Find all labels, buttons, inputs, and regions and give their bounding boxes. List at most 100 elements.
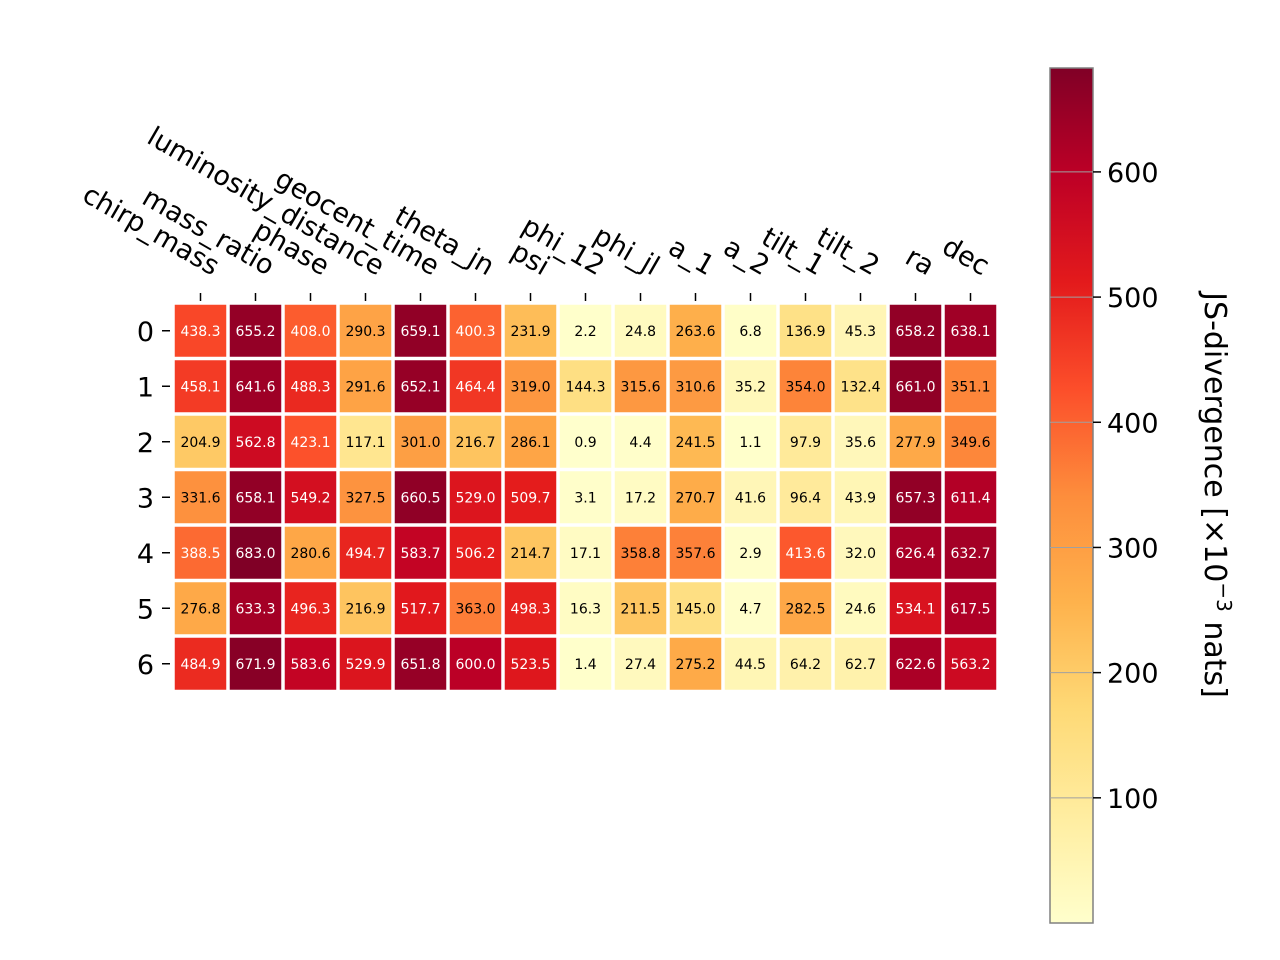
heatmap-cell [669,415,722,468]
cell-value-label: 16.3 [570,601,601,617]
row-tick-label: 3 [137,483,154,514]
cell-value-label: 400.3 [455,324,495,340]
cell-value-label: 622.6 [895,657,935,673]
heatmap-cell [229,637,282,690]
cell-value-label: 2.2 [574,324,596,340]
cell-value-label: 563.2 [950,657,990,673]
cell-value-label: 43.9 [845,490,876,506]
row-tick-label: 4 [137,539,154,570]
heatmap-cells: 438.3 655.2 408.0 290.3 659.1 400.3 231.9 2.2 24… [174,304,997,690]
cell-value-label: 484.9 [180,657,220,673]
heatmap-cell [724,471,777,524]
heatmap-cell [394,471,447,524]
cell-value-label: 211.5 [620,601,660,617]
cell-value-label: 4.7 [739,601,761,617]
cell-value-label: 17.1 [570,546,601,562]
cell-value-label: 117.1 [345,435,385,451]
cell-value-label: 27.4 [625,657,656,673]
heatmap-cell [559,526,612,579]
cell-value-label: 494.7 [345,546,385,562]
heatmap-cell [174,471,227,524]
cell-value-label: 231.9 [510,324,550,340]
cell-value-label: 349.6 [950,435,990,451]
cell-value-label: 132.4 [840,379,880,395]
cell-value-label: 319.0 [510,379,550,395]
heatmap-cell [559,304,612,357]
cell-value-label: 64.2 [790,657,821,673]
cell-value-label: 280.6 [290,546,330,562]
row-tick-labels: 0 1 2 3 4 5 6 [137,317,170,681]
cell-value-label: 3.1 [574,490,596,506]
heatmap-cell [834,360,887,413]
heatmap-cell [559,471,612,524]
heatmap-cell [834,637,887,690]
cell-value-label: 652.1 [400,379,440,395]
heatmap-cell [944,582,997,635]
cell-value-label: 136.9 [785,324,825,340]
row-tick-label: 5 [137,594,154,625]
cell-value-label: 600.0 [455,657,495,673]
heatmap-cell [394,304,447,357]
heatmap-cell [834,304,887,357]
column-tick-label: tilt_2 [811,222,884,282]
cell-value-label: 24.8 [625,324,656,340]
cell-value-label: 286.1 [510,435,550,451]
heatmap-cell [944,415,997,468]
heatmap-cell [339,582,392,635]
heatmap-cell [394,637,447,690]
cell-value-label: 661.0 [895,379,935,395]
heatmap-cell [229,471,282,524]
heatmap-cell [614,304,667,357]
cell-value-label: 62.7 [845,657,876,673]
heatmap-cell [944,304,997,357]
heatmap-cell [449,415,502,468]
cell-value-label: 626.4 [895,546,935,562]
heatmap-cell [834,471,887,524]
heatmap-cell [779,415,832,468]
cell-value-label: 488.3 [290,379,330,395]
heatmap-cell [669,360,722,413]
cell-value-label: 97.9 [790,435,821,451]
heatmap-cell [394,360,447,413]
heatmap-cell [339,415,392,468]
heatmap-cell [174,304,227,357]
heatmap-cell [669,637,722,690]
colorbar: 100 200 300 400 500 600 JS-divergence [×10−3 … [1049,67,1236,924]
heatmap-cell [614,526,667,579]
cell-value-label: 388.5 [180,546,220,562]
cell-value-label: 4.4 [629,435,651,451]
cell-value-label: 633.3 [235,601,275,617]
cell-value-label: 529.9 [345,657,385,673]
cell-value-label: 363.0 [455,601,495,617]
heatmap-cell [889,582,942,635]
column-tick-label: phi_jl [588,220,664,282]
heatmap-cell [944,526,997,579]
cell-value-label: 562.8 [235,435,275,451]
heatmap-cell [834,582,887,635]
cell-value-label: 658.1 [235,490,275,506]
cell-value-label: 423.1 [290,435,330,451]
heatmap-cell [449,637,502,690]
cell-value-label: 282.5 [785,601,825,617]
cell-value-label: 658.2 [895,324,935,340]
cell-value-label: 660.5 [400,490,440,506]
heatmap-cell [174,637,227,690]
colorbar-ticks: 100 200 300 400 500 600 [1050,158,1159,815]
heatmap-cell [779,360,832,413]
heatmap-cell [614,471,667,524]
row-tick-label: 6 [137,650,154,681]
heatmap-cell [284,637,337,690]
cell-value-label: 17.2 [625,490,656,506]
heatmap-cell [339,471,392,524]
cell-value-label: 671.9 [235,657,275,673]
heatmap-cell [284,360,337,413]
cell-value-label: 534.1 [895,601,935,617]
colorbar-tick-label: 400 [1107,408,1159,439]
cell-value-label: 413.6 [785,546,825,562]
heatmap-cell [449,471,502,524]
cell-value-label: 216.9 [345,601,385,617]
cell-value-label: 35.6 [845,435,876,451]
row-tick-label: 0 [137,317,154,348]
heatmap-cell [834,415,887,468]
cell-value-label: 529.0 [455,490,495,506]
